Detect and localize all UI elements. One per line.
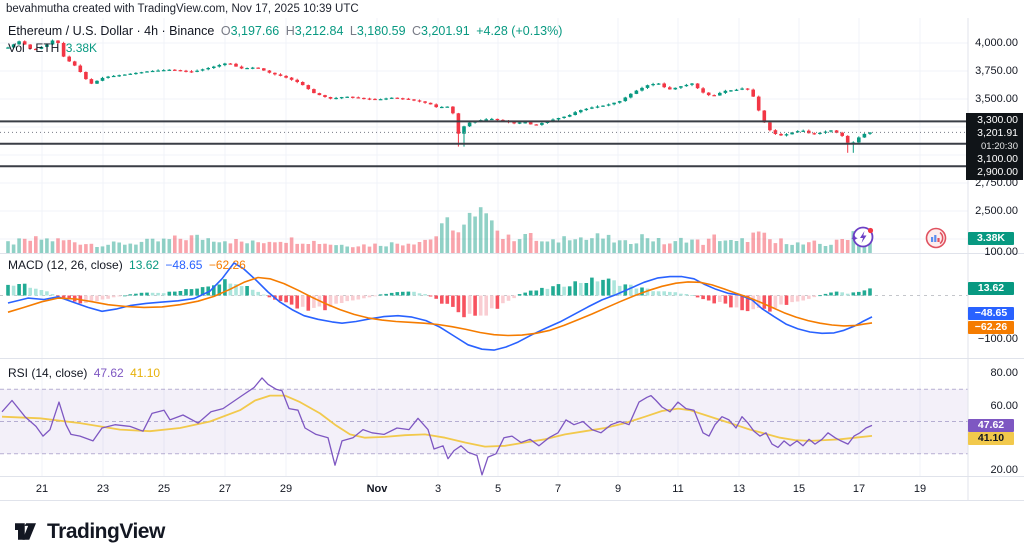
- axis-label: 20.00: [990, 464, 1018, 476]
- macd-hist-value: 13.62: [129, 258, 160, 272]
- open-label: O: [220, 24, 231, 38]
- open-value: 3,197.66: [230, 24, 280, 38]
- macd-legend[interactable]: MACD (12, 26, close) 13.62 −48.65 −62.26: [8, 258, 249, 272]
- rsi-legend[interactable]: RSI (14, close) 47.62 41.10: [8, 366, 163, 380]
- boost-icon[interactable]: [849, 223, 877, 256]
- time-tick-label: 5: [494, 483, 502, 495]
- high-label: H: [285, 24, 295, 38]
- time-tick-label: 9: [614, 483, 622, 495]
- time-tick-label: 7: [554, 483, 562, 495]
- tradingview-logo-text: TradingView: [47, 519, 165, 543]
- countdown-badge: 01:20:30: [981, 141, 1018, 152]
- change-value: +4.28 (+0.13%): [476, 24, 563, 38]
- price-level-badge: 3,300.00: [977, 114, 1018, 126]
- axis-label: 80.00: [990, 367, 1018, 379]
- rsi-value: 47.62: [93, 366, 124, 380]
- symbol-title[interactable]: Ethereum / U.S. Dollar · 4h · Binance: [8, 24, 215, 38]
- time-tick-label: 21: [35, 483, 49, 495]
- volume-badge: 3.38K: [968, 231, 1014, 245]
- low-label: L: [349, 24, 357, 38]
- symbol-legend[interactable]: Ethereum / U.S. Dollar · 4h · Binance O3…: [8, 24, 565, 38]
- price-scale[interactable]: 4,000.00 3,750.00 3,500.00 2,750.00 2,500.00…: [968, 18, 1024, 500]
- macd-signal-badge: −62.26: [968, 320, 1014, 334]
- high-value: 3,212.84: [294, 24, 344, 38]
- axis-label: 4,000.00: [975, 37, 1018, 49]
- time-tick-label: 29: [279, 483, 293, 495]
- price-level-badge: 3,201.91: [977, 127, 1018, 139]
- rsi-ma-badge: 41.10: [968, 431, 1014, 445]
- volume-legend[interactable]: Vol · ETH 3.38K: [8, 41, 100, 55]
- close-value: 3,201.91: [421, 24, 470, 38]
- attribution-text: bevahmutha created with TradingView.com,…: [6, 3, 359, 15]
- time-tick-label: 11: [672, 483, 684, 495]
- time-tick-label: 3: [434, 483, 442, 495]
- macd-line-badge: −48.65: [968, 306, 1014, 320]
- axis-label: 3,750.00: [975, 65, 1018, 77]
- price-level-badge: 3,100.00: [977, 153, 1018, 165]
- rsi-ma-value: 41.10: [130, 366, 161, 380]
- time-tick-label: Nov: [366, 483, 388, 495]
- volume-label[interactable]: Vol · ETH: [8, 41, 60, 55]
- time-tick-label: 15: [792, 483, 806, 495]
- stats-icon[interactable]: [924, 226, 948, 255]
- macd-hist-badge: 13.62: [968, 281, 1014, 295]
- price-badge-block: 3,300.00 3,201.91 01:20:30 3,100.00 2,900.00: [966, 113, 1023, 180]
- macd-signal-value: −62.26: [208, 258, 246, 272]
- axis-label: 60.00: [990, 400, 1018, 412]
- time-tick-label: 19: [913, 483, 927, 495]
- axis-label: −100.00: [977, 333, 1018, 345]
- low-value: 3,180.59: [356, 24, 406, 38]
- macd-label[interactable]: MACD (12, 26, close): [8, 258, 123, 272]
- time-tick-label: 13: [732, 483, 746, 495]
- tradingview-logo[interactable]: TradingView: [12, 518, 165, 545]
- axis-label: 2,500.00: [975, 205, 1018, 217]
- price-level-badge: 2,900.00: [977, 166, 1018, 178]
- time-tick-label: 27: [218, 483, 232, 495]
- time-scale[interactable]: 21 23 25 27 29 Nov 3 5 7 9 11 13 15 17 19: [0, 477, 968, 500]
- volume-value: 3.38K: [65, 41, 98, 55]
- rsi-value-badge: 47.62: [968, 418, 1014, 432]
- macd-line-value: −48.65: [165, 258, 203, 272]
- rsi-label[interactable]: RSI (14, close): [8, 366, 88, 380]
- axis-label: 3,500.00: [975, 93, 1018, 105]
- time-tick-label: 23: [96, 483, 110, 495]
- time-tick-label: 17: [852, 483, 866, 495]
- close-label: C: [412, 24, 422, 38]
- tradingview-logo-icon: [15, 523, 36, 540]
- axis-label: 100.00: [984, 246, 1018, 258]
- time-tick-label: 25: [157, 483, 171, 495]
- axis-label: 2,750.00: [975, 177, 1018, 189]
